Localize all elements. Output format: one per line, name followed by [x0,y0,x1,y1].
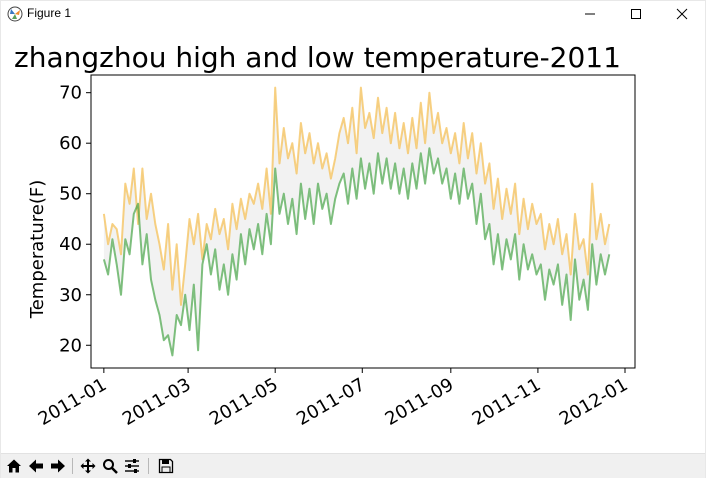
x-tick-label: 2011-09 [382,374,458,430]
window-title: Figure 1 [27,6,72,20]
fill-between-band [103,87,610,356]
x-axis: 2011-01 2011-03 2011-05 2011-07 2011-09 2011-… [35,368,632,430]
zoom-button[interactable] [100,457,120,475]
save-button[interactable] [156,457,176,475]
axes-frame [90,74,636,369]
forward-button[interactable] [48,457,68,475]
chart-title: zhangzhou high and low temperature-2011 [14,41,621,74]
configure-subplots-button[interactable] [122,457,142,475]
maximize-icon [631,9,641,19]
y-axis: 20 30 40 50 60 70 [59,83,91,356]
home-icon [7,459,21,473]
pan-icon [80,458,96,474]
x-tick-label: 2011-03 [119,374,195,430]
low-temperature-line [102,147,611,357]
plot-area [102,86,611,357]
zoom-icon [103,459,118,474]
figure-canvas: zhangzhou high and low temperature-2011 … [1,27,705,453]
y-tick-label: 30 [59,285,82,306]
y-tick-label: 70 [59,83,82,104]
navigation-toolbar [1,453,705,478]
back-icon [29,459,43,473]
temperature-chart: zhangzhou high and low temperature-2011 … [14,41,636,430]
maximize-button[interactable] [613,1,659,27]
minimize-icon [585,13,595,15]
x-tick-label: 2012-01 [556,374,632,430]
high-temperature-line [102,86,611,306]
toolbar-separator [148,458,149,474]
configure-subplots-icon [125,459,139,473]
toolbar-separator [72,458,73,474]
pan-button[interactable] [78,457,98,475]
y-axis-label: Temperature(F) [27,180,48,319]
x-tick-label: 2011-01 [35,374,111,430]
y-tick-label: 40 [59,234,82,255]
forward-icon [51,459,65,473]
y-tick-label: 50 [59,184,82,205]
x-tick-label: 2011-07 [293,374,369,430]
save-icon [158,458,174,474]
title-bar: Figure 1 [1,1,705,27]
y-tick-label: 20 [59,335,82,356]
back-button[interactable] [26,457,46,475]
y-tick-label: 60 [59,133,82,154]
close-button[interactable] [659,1,705,27]
home-button[interactable] [4,457,24,475]
matplotlib-icon [7,6,23,22]
close-icon [676,8,688,20]
minimize-button[interactable] [567,1,613,27]
x-tick-label: 2011-05 [206,374,282,430]
x-tick-label: 2011-11 [469,374,545,430]
